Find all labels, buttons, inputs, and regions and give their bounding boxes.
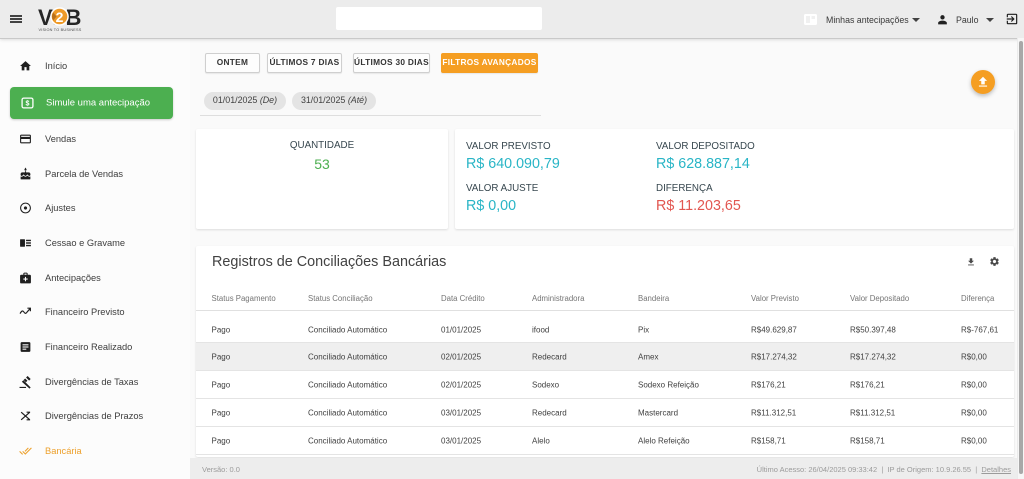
svg-text:$: $ xyxy=(26,101,30,108)
svg-text:2: 2 xyxy=(56,9,64,25)
svg-text:VISION TO BUSINESS: VISION TO BUSINESS xyxy=(39,28,82,32)
svg-text:B: B xyxy=(66,5,82,30)
svg-text:V: V xyxy=(38,5,53,30)
